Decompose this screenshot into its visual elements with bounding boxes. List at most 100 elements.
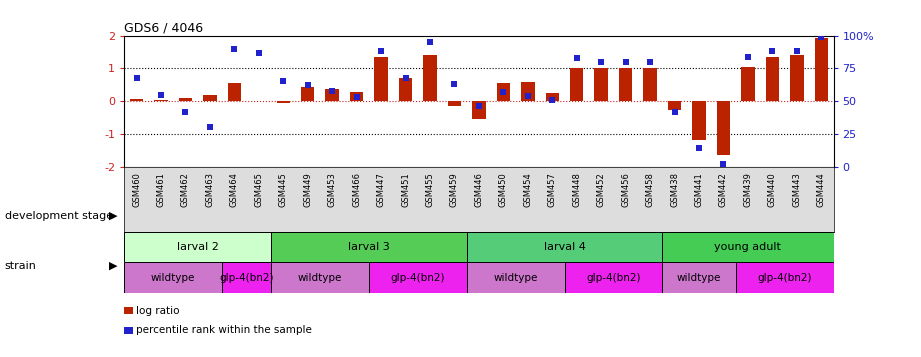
FancyBboxPatch shape (662, 262, 736, 293)
Text: GSM463: GSM463 (205, 172, 215, 207)
Bar (570, 69, 584, 101)
Text: wildtype: wildtype (297, 272, 343, 282)
Text: GSM446: GSM446 (474, 172, 484, 207)
Bar (130, 99, 144, 101)
Point (129, 75, 144, 80)
Bar (717, 101, 730, 155)
Point (667, 109, 682, 115)
Text: GSM439: GSM439 (743, 172, 752, 207)
Point (276, 79, 291, 84)
Text: GSM440: GSM440 (768, 172, 777, 207)
Text: GSM455: GSM455 (426, 172, 435, 207)
Point (520, 93, 535, 99)
Bar (619, 68, 633, 101)
Text: larval 4: larval 4 (543, 242, 586, 252)
Text: GSM459: GSM459 (450, 172, 459, 207)
Point (789, 49, 804, 54)
Point (814, 34, 829, 40)
Point (594, 59, 609, 65)
Text: wildtype: wildtype (494, 272, 538, 282)
Point (423, 39, 437, 45)
Bar (325, 89, 339, 101)
Text: young adult: young adult (715, 242, 781, 252)
Text: GSM447: GSM447 (377, 172, 386, 207)
Text: GSM444: GSM444 (817, 172, 826, 207)
Text: GSM453: GSM453 (328, 172, 337, 207)
Text: GSM445: GSM445 (279, 172, 287, 207)
FancyBboxPatch shape (467, 232, 662, 262)
Bar (448, 101, 461, 106)
Point (447, 81, 461, 87)
Text: GSM438: GSM438 (670, 172, 679, 207)
Bar (424, 55, 437, 101)
Bar (276, 101, 290, 104)
Text: GSM461: GSM461 (157, 172, 166, 207)
Text: GSM462: GSM462 (181, 172, 190, 207)
Bar (545, 93, 559, 101)
FancyBboxPatch shape (369, 262, 467, 293)
FancyBboxPatch shape (662, 232, 834, 262)
Bar (204, 95, 216, 101)
FancyBboxPatch shape (736, 262, 834, 293)
Point (496, 89, 511, 95)
Text: GSM450: GSM450 (499, 172, 507, 207)
Bar (814, 38, 828, 101)
Text: GDS6 / 4046: GDS6 / 4046 (124, 21, 204, 35)
FancyBboxPatch shape (124, 232, 271, 262)
Point (717, 161, 731, 167)
Bar (472, 101, 485, 119)
Text: GSM458: GSM458 (646, 172, 655, 207)
Point (398, 75, 413, 80)
Text: GSM443: GSM443 (792, 172, 801, 207)
Bar (374, 57, 388, 101)
Text: larval 2: larval 2 (177, 242, 218, 252)
Point (740, 54, 755, 60)
Text: log ratio: log ratio (136, 306, 180, 316)
Text: GSM449: GSM449 (303, 172, 312, 207)
Point (643, 59, 658, 65)
Text: glp-4(bn2): glp-4(bn2) (219, 272, 274, 282)
Bar (399, 77, 413, 101)
Bar (741, 67, 754, 101)
Text: GSM464: GSM464 (230, 172, 239, 207)
Text: GSM452: GSM452 (597, 172, 606, 207)
Text: wildtype: wildtype (677, 272, 721, 282)
Bar (644, 69, 657, 101)
Bar (350, 92, 364, 101)
Text: glp-4(bn2): glp-4(bn2) (586, 272, 641, 282)
Point (178, 109, 192, 115)
Bar (668, 101, 682, 110)
Text: development stage: development stage (5, 211, 112, 221)
Text: glp-4(bn2): glp-4(bn2) (391, 272, 445, 282)
Text: GSM454: GSM454 (523, 172, 532, 207)
Text: percentile rank within the sample: percentile rank within the sample (136, 325, 312, 335)
Bar (521, 82, 534, 101)
Text: wildtype: wildtype (151, 272, 195, 282)
Bar (179, 98, 192, 101)
Text: glp-4(bn2): glp-4(bn2) (757, 272, 811, 282)
Point (349, 94, 364, 100)
Text: GSM466: GSM466 (352, 172, 361, 207)
Point (251, 50, 266, 56)
Point (154, 92, 169, 97)
Point (374, 49, 389, 54)
FancyBboxPatch shape (222, 262, 271, 293)
Text: ▶: ▶ (109, 261, 117, 271)
FancyBboxPatch shape (467, 262, 565, 293)
Bar (594, 69, 608, 101)
Point (545, 97, 560, 103)
Point (472, 104, 486, 109)
FancyBboxPatch shape (565, 262, 662, 293)
Text: larval 3: larval 3 (348, 242, 390, 252)
Bar (790, 55, 803, 101)
Bar (301, 87, 314, 101)
Bar (227, 83, 241, 101)
Text: GSM451: GSM451 (401, 172, 410, 207)
FancyBboxPatch shape (271, 232, 467, 262)
FancyBboxPatch shape (271, 262, 369, 293)
Point (692, 145, 706, 151)
Text: GSM456: GSM456 (621, 172, 630, 207)
Text: ▶: ▶ (109, 211, 117, 221)
Text: GSM442: GSM442 (719, 172, 728, 207)
Text: GSM465: GSM465 (254, 172, 263, 207)
